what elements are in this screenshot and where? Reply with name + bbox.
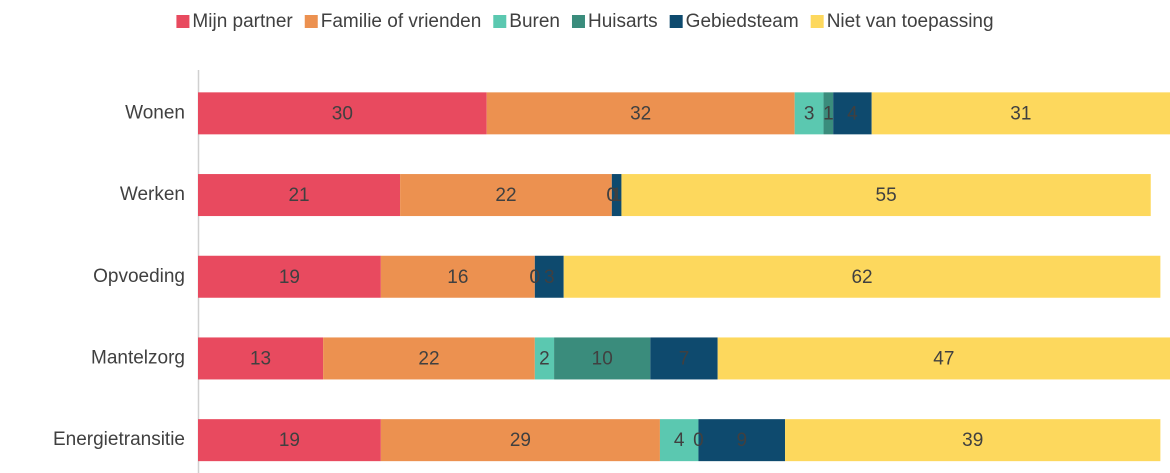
legend-swatch: [304, 15, 318, 28]
bar-segment: [794, 92, 824, 135]
category-label: Werken: [120, 184, 185, 205]
bar-segment: [833, 92, 872, 135]
bar-segment: [198, 255, 381, 298]
bar-segment: [198, 337, 324, 380]
legend-swatch: [176, 15, 190, 28]
data-label: 62: [851, 267, 872, 288]
data-label: 3: [804, 103, 815, 124]
data-label: 1: [611, 185, 622, 206]
data-label: 21: [288, 185, 309, 206]
data-label: 16: [447, 267, 468, 288]
bar-segment: [198, 419, 381, 462]
data-label: 2: [539, 348, 550, 369]
legend-label: Mijn partner: [192, 11, 293, 32]
bar-segment: [323, 337, 535, 380]
bar-segment: [198, 174, 401, 217]
legend-swatch: [571, 15, 585, 28]
bar-segment: [698, 419, 786, 462]
bar-segment: [554, 337, 651, 380]
bar-segment: [534, 337, 555, 380]
legend-label: Huisarts: [588, 11, 658, 32]
bar-segment: [650, 337, 718, 380]
data-label: 22: [418, 348, 439, 369]
data-label: 3: [544, 267, 555, 288]
legend: Mijn partner Familie of vrienden Buren Huis…: [176, 11, 994, 32]
bar-segment: [621, 174, 1151, 217]
data-label: 29: [510, 430, 531, 451]
bar-segment: [659, 419, 699, 462]
data-label: 55: [876, 185, 897, 206]
legend-label: Familie of vrienden: [321, 11, 482, 32]
bar-segment: [785, 419, 1161, 462]
data-label: 4: [847, 103, 858, 124]
data-label: 32: [630, 103, 651, 124]
data-label: 0: [607, 185, 618, 206]
bar-segment: [486, 92, 795, 135]
legend-label: Gebiedsteam: [686, 11, 799, 32]
data-label: 7: [679, 348, 690, 369]
bar-segment: [717, 337, 1170, 380]
legend-swatch: [493, 15, 507, 28]
legend-swatch: [669, 15, 683, 28]
legend-label: Niet van toepassing: [827, 11, 994, 32]
category-label: Energietransitie: [53, 429, 185, 450]
data-label: 0: [530, 267, 541, 288]
bar-segment: [871, 92, 1170, 135]
data-label: 1: [823, 103, 834, 124]
bar-segment: [563, 255, 1161, 298]
data-label: 39: [962, 430, 983, 451]
data-label: 0: [693, 430, 704, 451]
category-label: Opvoeding: [93, 266, 185, 287]
bar-segment: [380, 255, 535, 298]
data-label: 10: [592, 348, 613, 369]
category-label: Mantelzorg: [91, 347, 185, 368]
legend-swatch: [810, 15, 824, 28]
data-label: 19: [279, 430, 300, 451]
bar-segment: [534, 255, 564, 298]
data-label: 13: [250, 348, 271, 369]
category-label: Wonen: [125, 102, 185, 123]
data-label: 0: [530, 267, 541, 288]
bar-segment: [611, 174, 622, 217]
data-label: 0: [607, 185, 618, 206]
data-label: 30: [332, 103, 353, 124]
bar-segment: [400, 174, 612, 217]
legend-label: Buren: [509, 11, 560, 32]
data-label: 47: [933, 348, 954, 369]
bar-segment: [380, 419, 660, 462]
data-label: 4: [674, 430, 685, 451]
bar-segment: [823, 92, 834, 135]
bar-segment: [198, 92, 487, 135]
data-label: 31: [1010, 103, 1031, 124]
data-label: 9: [736, 430, 747, 451]
data-label: 22: [495, 185, 516, 206]
data-label: 19: [279, 267, 300, 288]
